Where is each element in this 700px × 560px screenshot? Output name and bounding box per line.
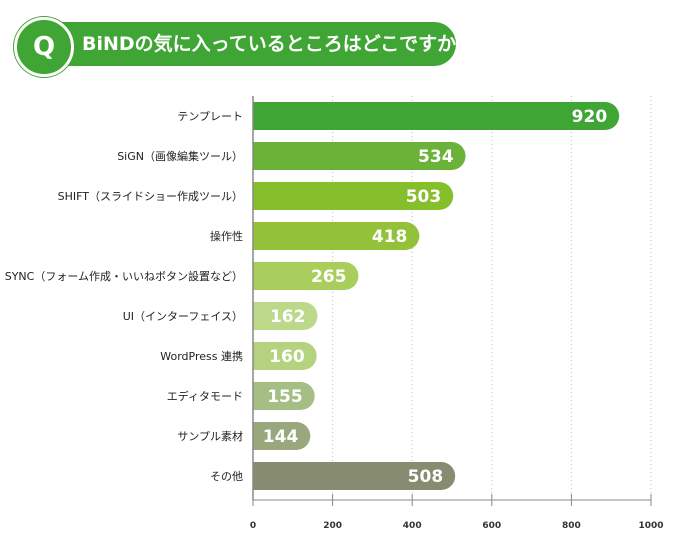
x-tick-label: 600 bbox=[482, 521, 501, 531]
value-label: 144 bbox=[263, 427, 299, 447]
x-tick-label: 1000 bbox=[638, 521, 663, 531]
category-label: SiGN（画像編集ツール） bbox=[117, 149, 243, 163]
x-tick-label: 400 bbox=[403, 521, 422, 531]
category-label: UI（インターフェイス） bbox=[123, 310, 243, 323]
bar bbox=[253, 262, 359, 290]
title-banner bbox=[14, 22, 456, 66]
value-label: 160 bbox=[269, 347, 305, 367]
category-label: サンプル素材 bbox=[177, 429, 243, 443]
bar bbox=[253, 102, 620, 130]
category-label: その他 bbox=[210, 470, 243, 483]
category-label: エディタモード bbox=[167, 389, 243, 403]
bar bbox=[253, 382, 315, 410]
bar-layer: テンプレート 920 SiGN（画像編集ツール） 534 SHIFT（スライドショー作成… bbox=[5, 102, 620, 490]
value-label: 265 bbox=[311, 267, 347, 287]
question-badge: Q bbox=[14, 17, 74, 77]
category-label: SHIFT（スライドショー作成ツール） bbox=[58, 190, 243, 203]
category-label: テンプレート bbox=[177, 110, 243, 123]
x-tick-label: 800 bbox=[562, 521, 581, 531]
bar bbox=[253, 462, 456, 490]
category-label: 操作性 bbox=[210, 229, 243, 243]
value-label: 503 bbox=[406, 187, 442, 207]
tick-layer: 0 200 400 600 800 1000 bbox=[250, 96, 664, 531]
value-label: 162 bbox=[270, 307, 306, 327]
category-label: WordPress 連携 bbox=[160, 349, 243, 363]
bar bbox=[253, 142, 466, 170]
value-label: 920 bbox=[572, 107, 608, 127]
value-label: 508 bbox=[408, 467, 444, 487]
value-label: 155 bbox=[267, 387, 303, 407]
bar bbox=[253, 182, 454, 210]
x-tick-label: 200 bbox=[323, 521, 342, 531]
x-tick-label: 0 bbox=[250, 521, 256, 531]
bar bbox=[253, 342, 317, 370]
category-label: SYNC（フォーム作成・いいねボタン設置など） bbox=[5, 269, 243, 283]
grid-layer bbox=[332, 96, 652, 500]
chart-title: BiNDの気に入っているところはどこですか？ bbox=[82, 33, 476, 55]
bar bbox=[253, 422, 311, 450]
bar bbox=[253, 222, 420, 250]
value-label: 418 bbox=[372, 227, 408, 247]
bar bbox=[253, 302, 318, 330]
value-label: 534 bbox=[418, 147, 454, 167]
